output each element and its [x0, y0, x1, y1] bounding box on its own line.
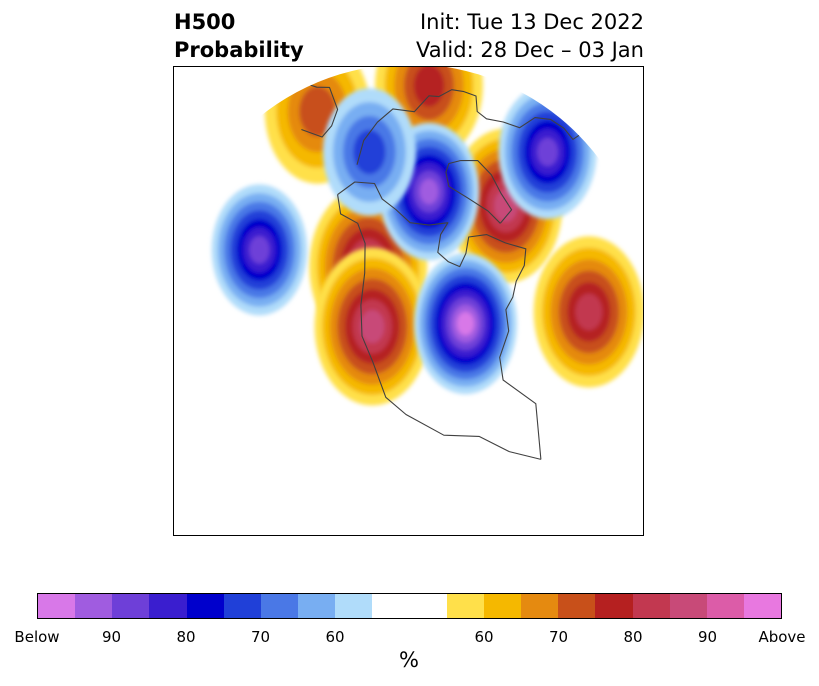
colorbar-tick-label: 80	[623, 628, 643, 646]
colorbar-swatch	[446, 594, 484, 618]
colorbar-swatch	[38, 594, 76, 618]
colorbar-tick-label: 80	[176, 628, 196, 646]
anomaly-contour	[537, 137, 558, 167]
anomaly-below	[414, 253, 517, 395]
colorbar-swatch	[223, 594, 261, 618]
anomaly-above	[533, 236, 643, 388]
colorbar-swatch	[335, 594, 373, 618]
anomaly-layer	[211, 67, 643, 406]
polar-map	[173, 66, 644, 536]
colorbar-swatch	[669, 594, 707, 618]
anomaly-below	[322, 88, 416, 216]
anomaly-contour	[456, 311, 475, 336]
colorbar-swatch	[595, 594, 633, 618]
colorbar-swatch	[112, 594, 150, 618]
map-title-right: Init: Tue 13 Dec 2022 Valid: 28 Dec – 03…	[416, 8, 644, 64]
colorbar-tick-label: 70	[548, 628, 569, 646]
colorbar-swatch	[706, 594, 744, 618]
colorbar-swatch	[298, 594, 336, 618]
colorbar-swatch	[372, 594, 410, 618]
probability-map-svg	[174, 67, 643, 535]
colorbar-swatch	[260, 594, 299, 618]
colorbar-tick-label: Below	[14, 628, 60, 646]
anomaly-below	[211, 184, 308, 316]
colorbar-swatch	[149, 594, 187, 618]
colorbar-swatch	[409, 594, 447, 618]
anomaly-below	[498, 84, 597, 220]
coastline	[445, 159, 513, 224]
colorbar-swatch	[186, 594, 224, 618]
colorbar-tick-label: Above	[758, 628, 806, 646]
colorbar-tick-label: 70	[250, 628, 271, 646]
coastline	[267, 67, 339, 138]
map-title-left: H500 Probability	[174, 8, 304, 64]
anomaly-above	[314, 247, 430, 406]
colorbar-tick-label: 60	[474, 628, 494, 646]
coastline	[337, 194, 542, 460]
anomaly-contour	[353, 129, 386, 175]
colorbar-swatch	[521, 594, 559, 618]
colorbar-swatch	[632, 594, 670, 618]
anomaly-contour	[360, 309, 385, 344]
colorbar-tick-label: 90	[697, 628, 718, 646]
anomaly-contour	[299, 86, 336, 137]
coastline	[356, 89, 621, 165]
title-variable: H500	[174, 10, 236, 34]
title-init-date: Init: Tue 13 Dec 2022	[419, 10, 644, 34]
colorbar-swatch	[743, 594, 782, 618]
colorbar-swatch	[75, 594, 113, 618]
colorbar-swatch	[558, 594, 596, 618]
colorbar-units: %	[399, 648, 419, 672]
anomaly-contour	[249, 236, 270, 264]
anomaly-contour	[575, 293, 603, 331]
title-type: Probability	[174, 38, 304, 62]
colorbar-tick-label: 90	[101, 628, 122, 646]
colorbar-tick-label: 60	[325, 628, 345, 646]
colorbar-swatch	[483, 594, 522, 618]
coastline-layer	[267, 67, 622, 460]
anomaly-contour	[419, 178, 439, 205]
colorbar	[37, 593, 782, 619]
title-valid-range: Valid: 28 Dec – 03 Jan	[415, 38, 644, 62]
coastline	[337, 181, 542, 460]
